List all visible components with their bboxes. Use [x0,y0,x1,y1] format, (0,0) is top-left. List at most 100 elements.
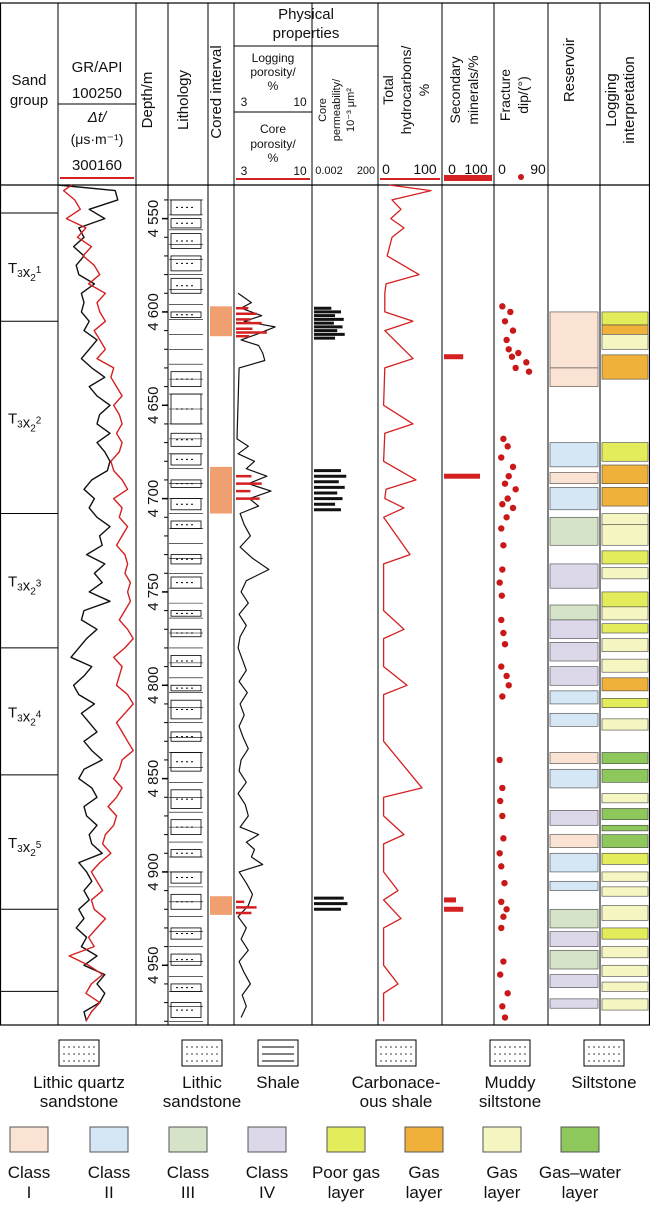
fracture-dip-point [509,504,517,512]
fracture-dip-point [503,906,510,913]
sand-group-label: T3x22 [8,410,42,434]
fracture-dip-point [504,443,511,450]
core-porosity-label: % [268,151,279,165]
reservoir-class-bar [549,974,599,988]
interpretation-bar [601,793,649,804]
lithology-legend-label: Carbonace- [352,1073,441,1092]
interpretation-bar [601,623,649,634]
sand-group-header: Sand [11,72,46,89]
depth-tick-label: 4 750 [145,573,162,611]
secondary-minerals-bar [444,906,464,912]
depth-axis-title: Depth/m [139,72,156,129]
fracture-dip-point [503,336,510,344]
core-porosity-label: porosity/ [250,137,296,151]
class-legend-label: layer [328,1183,365,1202]
lithology-legend-label: Lithic quartz [33,1073,125,1092]
secondary-minerals-tick: 100 [464,161,488,177]
fracture-dip-point [500,542,507,549]
class-legend-label: I [27,1183,32,1202]
fracture-dip-point [498,924,505,932]
fracture-dip-point [497,797,504,805]
fracture-dip-point [499,303,506,310]
header-row: Sand group GR/API 100250 Δt/ (μs·m⁻¹) 300160 De… [10,6,638,181]
gr-label: GR/API [72,59,123,76]
fracture-dip-point [501,879,508,887]
dt-label: Δt/ [87,109,108,126]
reservoir-class-bar [549,908,599,929]
hydrocarbons-label: Total [380,75,396,105]
lithology-legend-swatch [257,1039,299,1067]
core-porosity-label: Core [260,122,286,136]
lithology-legend-label: Muddy [484,1073,536,1092]
interpretation-bar [601,442,649,462]
depth-tick-label: 4 700 [145,480,162,518]
dt-range: 300160 [72,157,122,174]
fracture-dip-point [498,454,505,461]
class-legend-label: Class [8,1163,51,1182]
reservoir-class-bar [549,834,599,848]
permeability-label: 10⁻³ μm² [345,88,357,132]
interpretation-bar [601,324,649,335]
log-tracks: T3x21 T3x22 T3x23 T3x24 T3x25 4 550 4 600 4 650… [0,184,649,1022]
class-legend-swatch [9,1126,49,1153]
fracture-dip-point [496,756,503,764]
lithology-legend-swatch [58,1039,100,1067]
lithology-legend-label: ous shale [360,1092,433,1111]
hydrocarbons-label: % [416,84,432,96]
fracture-dip-point [499,1003,506,1010]
fracture-dip-point [500,958,507,965]
reservoir-class-bar [549,487,599,511]
class-legend-swatch [247,1126,287,1153]
interpretation-bar [601,354,649,380]
reservoir-class-bar [549,619,599,639]
interpretation-bar [601,752,649,764]
interpretation-bar [601,567,649,580]
reservoir-class-bar [549,690,599,705]
reservoir-header: Reservoir [561,38,578,102]
lithology-header: Lithology [175,69,192,130]
class-legend-swatch [89,1126,129,1153]
class-legend-label: layer [484,1183,521,1202]
secondary-minerals-bar [444,897,456,903]
lithology-legend-swatch [583,1039,625,1067]
depth-tick-label: 4 550 [145,200,162,238]
fracture-dip-point [504,495,511,502]
depth-tick-label: 4 650 [145,386,162,424]
depth-tick-label: 4 850 [145,760,162,798]
interpretation-header: Logging [603,73,620,126]
fracture-dip-point [500,435,507,443]
lithology-legend-item: Shale [256,1039,300,1092]
class-legend-swatch [168,1126,208,1153]
class-legend-label: III [181,1183,195,1202]
lithology-legend-label: Shale [256,1073,299,1092]
interpretation-bar [601,981,649,992]
secondary-minerals-tick: 0 [448,161,456,177]
secondary-minerals-bar [444,354,464,360]
fracture-dip-point [505,682,512,689]
interpretation-bar [601,524,649,546]
lithology-legend-item: Siltstone [571,1039,637,1092]
depth-tick-label: 4 950 [145,946,162,984]
fracture-dip-point [503,514,510,521]
fracture-dip-point [499,501,506,508]
reservoir-class-bar [549,712,599,727]
lithology-legend-label: siltstone [479,1092,541,1111]
class-legend-swatch [482,1126,522,1153]
gr-range: 100250 [72,85,122,102]
fracture-dip-point [500,913,507,920]
physical-properties-header: properties [273,25,340,42]
fracture-dip-point [505,346,512,353]
class-legend-label: Gas [486,1163,517,1182]
class-legend-label: II [104,1183,113,1202]
fracture-dip-point [515,349,522,357]
lithology-legend-swatch [489,1039,531,1067]
